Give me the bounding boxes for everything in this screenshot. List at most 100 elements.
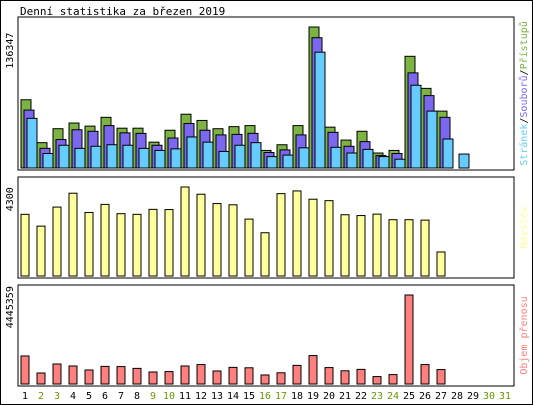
bar-volume-objem-přenosu-day-16: [260, 374, 270, 385]
bar-volume-objem-přenosu-day-11: [180, 365, 190, 385]
day-label: 31: [499, 391, 511, 402]
bar-visits-návštěv-day-10: [164, 209, 174, 277]
bar-volume-objem-přenosu-day-3: [52, 363, 62, 385]
bar-volume-objem-přenosu-day-14: [228, 366, 238, 385]
bar-visits-návštěv-day-3: [52, 206, 62, 277]
bar-volume-objem-přenosu-day-1: [20, 355, 30, 385]
bar-volume-objem-přenosu-day-12: [196, 364, 206, 385]
bar-volume-objem-přenosu-day-8: [132, 367, 142, 385]
bar-volume-objem-přenosu-day-21: [340, 370, 350, 385]
bar-volume-objem-přenosu-day-27: [436, 369, 446, 385]
bar-visits-návštěv-day-8: [132, 213, 142, 277]
bar-visits-návštěv-day-7: [116, 213, 126, 277]
bar-volume-objem-přenosu-day-26: [420, 364, 430, 385]
bar-traffic-stránek-day-4: [74, 147, 86, 169]
bar-traffic-stránek-day-9: [154, 149, 166, 169]
bar-visits-návštěv-day-24: [388, 219, 398, 277]
day-label: 15: [243, 391, 255, 402]
bar-visits-návštěv-day-18: [292, 190, 302, 277]
bar-traffic-stránek-day-15: [250, 142, 262, 169]
bar-volume-objem-přenosu-day-10: [164, 371, 174, 385]
day-label: 3: [54, 391, 60, 402]
day-label: 12: [195, 391, 207, 402]
bar-traffic-stránek-day-20: [330, 146, 342, 169]
day-label: 25: [403, 391, 415, 402]
bar-traffic-stránek-day-26: [426, 110, 438, 169]
day-label: 20: [323, 391, 335, 402]
bar-traffic-stránek-day-8: [138, 147, 150, 169]
bar-traffic-stránek-day-13: [218, 150, 230, 169]
bar-visits-návštěv-day-16: [260, 232, 270, 277]
legend-item: Přístupů: [518, 21, 530, 69]
legend-item: Návštěv: [518, 206, 530, 248]
day-label: 9: [150, 391, 156, 402]
bar-visits-návštěv-day-22: [356, 215, 366, 277]
bar-traffic-stránek-day-3: [58, 144, 70, 169]
day-label: 2: [38, 391, 44, 402]
day-label: 5: [86, 391, 92, 402]
day-label: 22: [355, 391, 367, 402]
bar-volume-objem-přenosu-day-9: [148, 371, 158, 385]
chart-title: Denní statistika za březen 2019: [20, 5, 226, 18]
bar-volume-objem-přenosu-day-20: [324, 367, 334, 385]
bar-volume-objem-přenosu-day-4: [68, 365, 78, 385]
bar-visits-návštěv-day-12: [196, 193, 206, 277]
day-label: 18: [291, 391, 303, 402]
day-label: 11: [179, 391, 191, 402]
bar-traffic-stránek-day-2: [42, 153, 54, 169]
bar-volume-objem-přenosu-day-7: [116, 366, 126, 385]
bar-traffic-stránek-day-21: [346, 152, 358, 169]
bar-visits-návštěv-day-14: [228, 204, 238, 277]
day-label: 23: [371, 391, 383, 402]
bar-volume-objem-přenosu-day-13: [212, 370, 222, 385]
bar-visits-návštěv-day-20: [324, 200, 334, 277]
bar-volume-objem-přenosu-day-24: [388, 374, 398, 385]
day-label: 4: [70, 391, 76, 402]
bar-visits-návštěv-day-27: [436, 251, 446, 277]
legend-visits: Návštěv: [518, 206, 530, 248]
bar-visits-návštěv-day-15: [244, 218, 254, 277]
bar-visits-návštěv-day-11: [180, 186, 190, 277]
bar-visits-návštěv-day-9: [148, 208, 158, 277]
bar-traffic-stránek-day-25: [410, 84, 422, 169]
bar-volume-objem-přenosu-day-6: [100, 365, 110, 385]
day-label: 21: [339, 391, 351, 402]
bar-visits-návštěv-day-13: [212, 203, 222, 277]
legend-item: Souborů: [518, 75, 530, 117]
day-label: 16: [259, 391, 271, 402]
bar-volume-objem-přenosu-day-22: [356, 368, 366, 385]
day-label: 27: [435, 391, 447, 402]
day-label: 14: [227, 391, 239, 402]
bar-traffic-stránek-day-6: [106, 144, 118, 169]
day-label: 1: [22, 391, 28, 402]
day-label: 13: [211, 391, 223, 402]
bar-traffic-stránek-day-7: [122, 144, 134, 169]
bar-volume-objem-přenosu-day-5: [84, 369, 94, 385]
bar-visits-návštěv-day-6: [100, 203, 110, 277]
legend-traffic: Stránek/Souborů/Přístupů: [518, 21, 530, 166]
bar-visits-návštěv-day-26: [420, 219, 430, 277]
bar-volume-objem-přenosu-day-23: [372, 376, 382, 385]
day-label: 6: [102, 391, 108, 402]
bar-traffic-stránek-day-12: [202, 141, 214, 169]
bar-visits-návštěv-day-19: [308, 198, 318, 277]
bar-visits-návštěv-day-4: [68, 192, 78, 277]
bar-visits-návštěv-day-17: [276, 193, 286, 277]
bar-volume-objem-přenosu-day-2: [36, 372, 46, 385]
bar-traffic-stránek-day-5: [90, 145, 102, 169]
bar-volume-objem-přenosu-day-17: [276, 372, 286, 385]
bar-visits-návštěv-day-21: [340, 214, 350, 277]
y-max-label-traffic: 136347: [5, 33, 16, 69]
day-label: 28: [451, 391, 463, 402]
bar-traffic-stránek-day-28: [458, 153, 470, 169]
y-max-label-volume: 4445359: [5, 286, 16, 328]
bar-traffic-stránek-day-14: [234, 144, 246, 169]
bar-traffic-stránek-day-10: [170, 148, 182, 169]
bar-volume-objem-přenosu-day-18: [292, 364, 302, 385]
day-label: 26: [419, 391, 431, 402]
day-label: 7: [118, 391, 124, 402]
bar-traffic-stránek-day-1: [26, 117, 38, 169]
day-label: 29: [467, 391, 479, 402]
bar-traffic-stránek-day-19: [314, 51, 326, 169]
